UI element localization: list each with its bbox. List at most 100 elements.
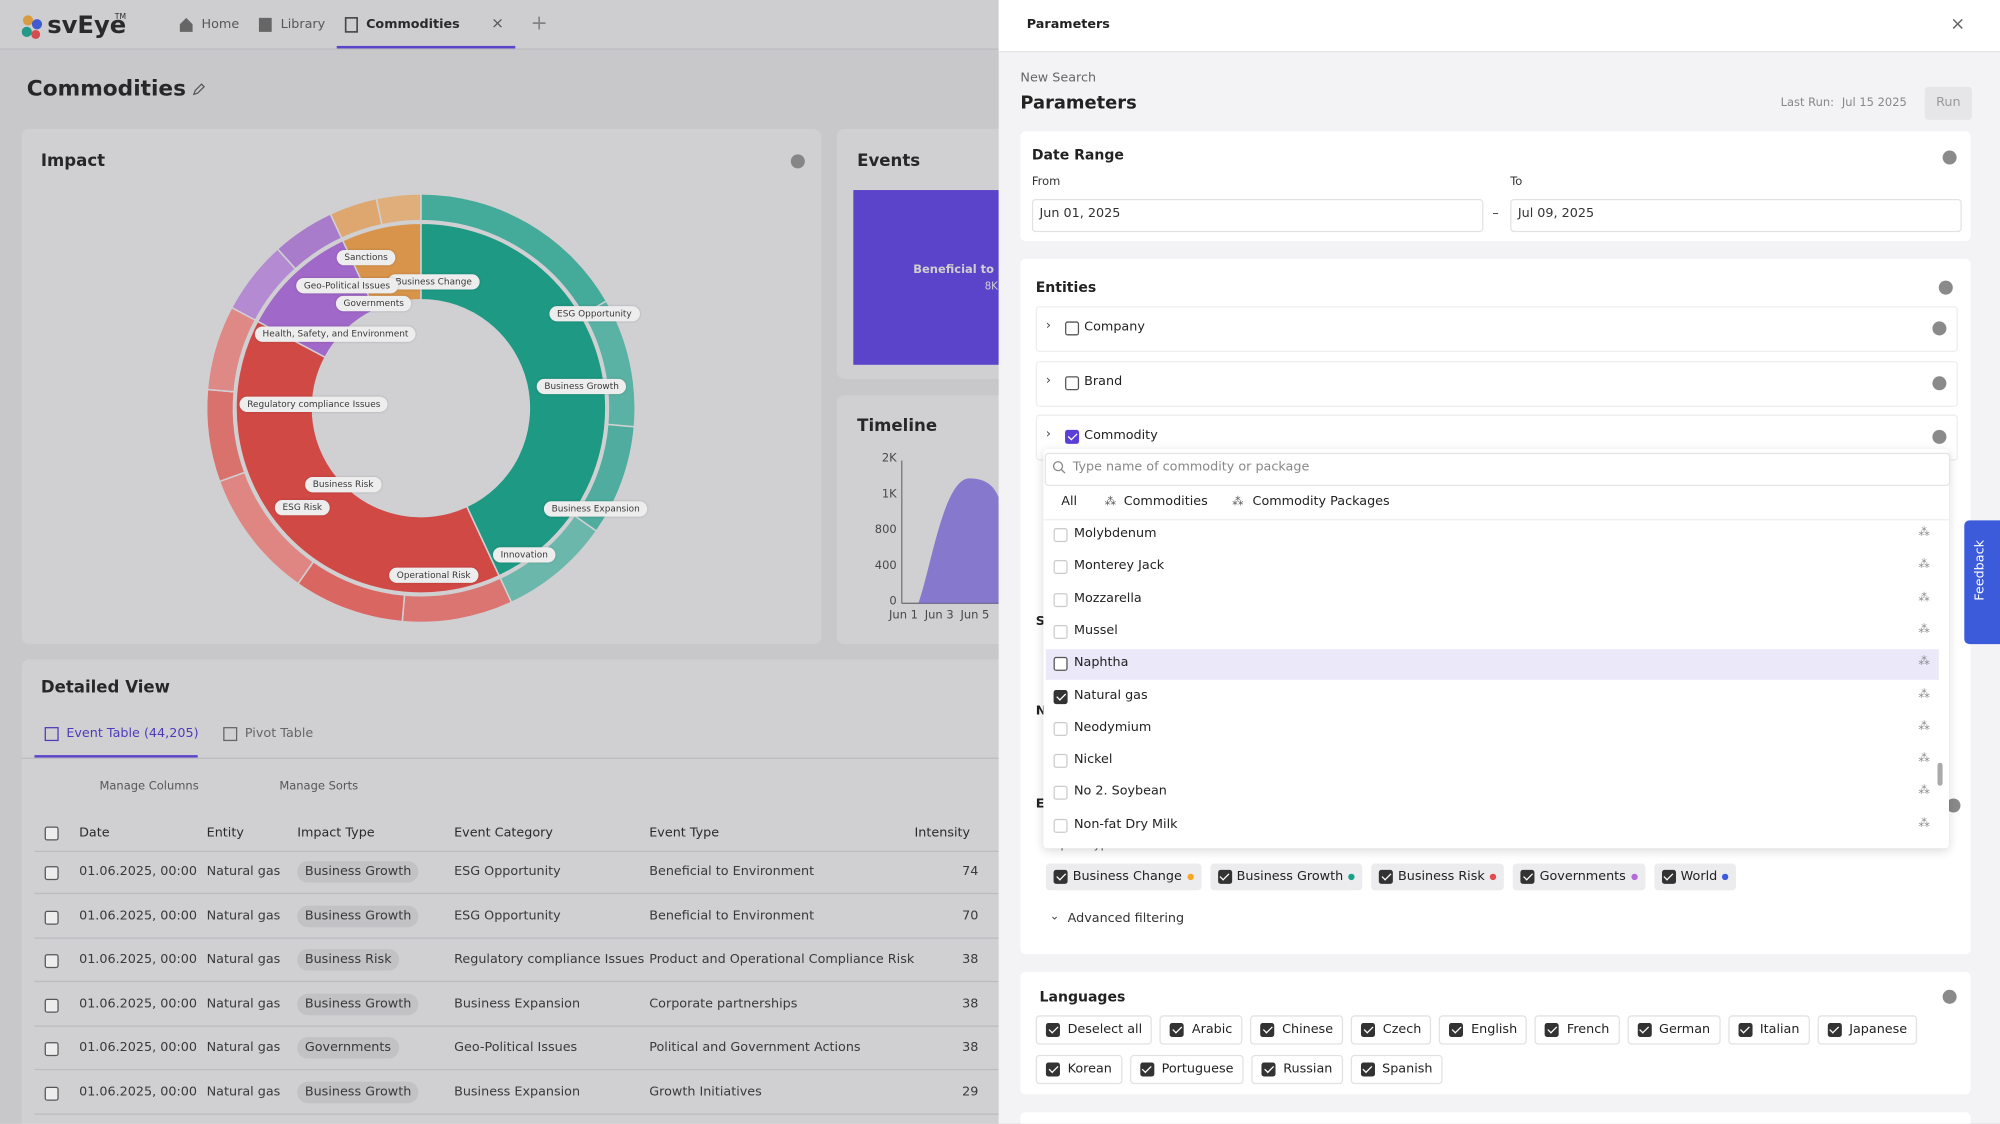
- column-header[interactable]: Date: [79, 826, 110, 841]
- tab[interactable]: Library: [280, 17, 326, 32]
- group-row[interactable]: [1035, 306, 1958, 353]
- language-chip[interactable]: German: [1627, 1015, 1721, 1045]
- column-header[interactable]: Event Type: [649, 826, 720, 841]
- language-chip[interactable]: Italian: [1727, 1015, 1810, 1045]
- commodity-item[interactable]: Monterey Jack: [1073, 559, 1165, 574]
- tab-close[interactable]: ×: [491, 14, 504, 32]
- commodity-item[interactable]: Naphtha: [1073, 655, 1129, 670]
- filter-tab[interactable]: All: [1061, 494, 1078, 509]
- checkbox[interactable]: [44, 866, 59, 881]
- info-icon[interactable]: [1942, 989, 1957, 1004]
- new-tab[interactable]: +: [530, 10, 548, 35]
- checkbox[interactable]: [1053, 657, 1068, 672]
- date-input[interactable]: [1510, 198, 1962, 233]
- info-icon[interactable]: [1932, 429, 1947, 444]
- run-button[interactable]: Run: [1924, 86, 1972, 120]
- info-icon[interactable]: [1932, 375, 1947, 390]
- checkbox[interactable]: [1065, 375, 1080, 390]
- language-chip[interactable]: Japanese: [1817, 1015, 1918, 1045]
- button[interactable]: Manage Columns: [99, 780, 199, 794]
- language-chip[interactable]: Portuguese: [1129, 1054, 1244, 1085]
- checkbox[interactable]: [44, 1086, 59, 1101]
- impact-chip[interactable]: Business Change: [1045, 863, 1201, 891]
- filter-tab[interactable]: Commodities: [1123, 494, 1208, 509]
- checkbox[interactable]: [1053, 560, 1068, 575]
- commodity-item[interactable]: Molybdenum: [1073, 526, 1157, 541]
- commodity-item[interactable]: Non-fat Dry Milk: [1073, 817, 1178, 832]
- language-chip[interactable]: Korean: [1035, 1054, 1123, 1085]
- scrollbar[interactable]: [1937, 762, 1943, 786]
- language-chip[interactable]: French: [1535, 1015, 1620, 1045]
- language-chip[interactable]: Arabic: [1159, 1015, 1243, 1045]
- overlay[interactable]: [0, 0, 999, 1124]
- language-chip[interactable]: Chinese: [1250, 1015, 1344, 1045]
- tab[interactable]: Home: [201, 17, 240, 32]
- sunburst-segment[interactable]: [375, 193, 422, 226]
- column-header[interactable]: Intensity: [914, 826, 971, 841]
- checkbox[interactable]: [44, 954, 59, 969]
- item-icon: ⁂: [1918, 817, 1930, 830]
- checkbox[interactable]: [44, 998, 59, 1013]
- table-cell: Natural gas: [206, 1084, 281, 1099]
- card-title: Events: [857, 151, 921, 171]
- advanced-filtering[interactable]: Advanced filtering: [1067, 911, 1185, 927]
- commodity-item[interactable]: Mozzarella: [1073, 591, 1142, 606]
- date-input[interactable]: [1031, 198, 1484, 233]
- info-icon[interactable]: [1938, 280, 1953, 295]
- commodity-item[interactable]: Mussel: [1073, 623, 1118, 638]
- checkbox[interactable]: [44, 910, 59, 925]
- checkbox[interactable]: [1053, 786, 1068, 801]
- filter-tab[interactable]: Commodity Packages: [1252, 494, 1390, 509]
- info-icon[interactable]: [790, 154, 805, 169]
- language-chip[interactable]: Deselect all: [1035, 1015, 1153, 1045]
- row-divider: [34, 1024, 1004, 1027]
- checkbox: [1045, 1062, 1060, 1077]
- checkbox[interactable]: [44, 1042, 59, 1057]
- checkbox[interactable]: [1065, 321, 1080, 336]
- tab-active[interactable]: Event Table (44,205): [66, 727, 199, 742]
- chevron: ›: [1045, 427, 1052, 442]
- sunburst-segment[interactable]: [235, 320, 501, 594]
- language-chip[interactable]: Czech: [1350, 1015, 1432, 1045]
- checkbox[interactable]: [1053, 689, 1068, 704]
- language-chip[interactable]: Spanish: [1350, 1054, 1443, 1085]
- button[interactable]: Manage Sorts: [279, 780, 359, 794]
- checkbox[interactable]: [1053, 528, 1068, 543]
- language-chip[interactable]: English: [1439, 1015, 1528, 1045]
- checkbox: [1053, 869, 1068, 884]
- column-header[interactable]: Entity: [206, 826, 244, 841]
- info-icon[interactable]: [1942, 150, 1957, 165]
- item-icon: ⁂: [1918, 752, 1930, 766]
- info-icon[interactable]: [1932, 321, 1947, 336]
- tab[interactable]: Pivot Table: [244, 727, 314, 742]
- commodity-item[interactable]: Neodymium: [1073, 720, 1152, 735]
- checkbox[interactable]: [44, 826, 59, 841]
- checkbox[interactable]: [1065, 429, 1080, 444]
- tab-active[interactable]: Commodities: [366, 17, 460, 32]
- feedback-tab[interactable]: [1964, 520, 2000, 645]
- column-header[interactable]: Event Category: [454, 826, 553, 841]
- info-icon[interactable]: [1946, 798, 1961, 813]
- tab-icon: [223, 727, 238, 742]
- tile-label: Beneficial to E: [913, 264, 1006, 277]
- checkbox[interactable]: [1053, 721, 1068, 736]
- search-input[interactable]: [1044, 452, 1951, 486]
- checkbox[interactable]: [1053, 592, 1068, 607]
- impact-chip[interactable]: World: [1653, 863, 1737, 891]
- checkbox[interactable]: [1053, 624, 1068, 639]
- events-tile[interactable]: [853, 190, 999, 365]
- column-header[interactable]: Impact Type: [297, 826, 375, 841]
- close[interactable]: ×: [1950, 14, 1966, 35]
- group-row[interactable]: [1035, 360, 1958, 407]
- commodity-item[interactable]: No 2. Soybean: [1073, 784, 1167, 799]
- commodity-item[interactable]: Nickel: [1073, 752, 1113, 767]
- edit-icon[interactable]: [191, 82, 206, 97]
- language-chip[interactable]: Russian: [1251, 1054, 1343, 1085]
- row-divider: [34, 892, 1004, 895]
- impact-chip[interactable]: Business Growth: [1209, 863, 1363, 891]
- checkbox[interactable]: [1053, 818, 1068, 833]
- commodity-item[interactable]: Natural gas: [1073, 688, 1148, 703]
- impact-chip[interactable]: Business Risk: [1371, 863, 1504, 891]
- impact-chip[interactable]: Governments: [1512, 863, 1645, 891]
- checkbox[interactable]: [1053, 753, 1068, 768]
